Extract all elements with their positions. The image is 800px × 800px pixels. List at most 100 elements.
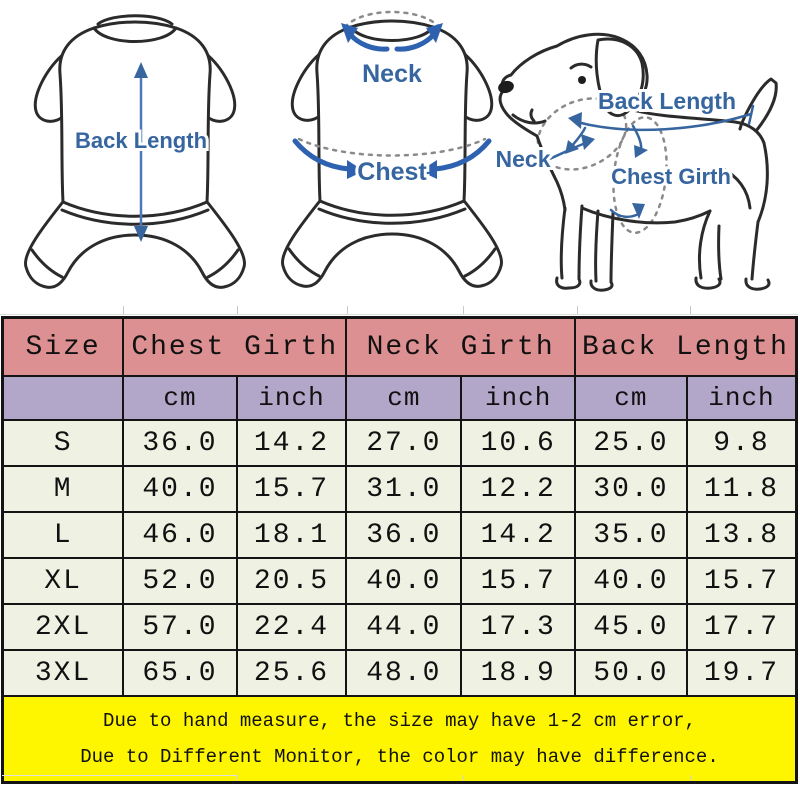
chest-girth-label: Chest Girth	[611, 164, 731, 189]
unit-cell: inch	[685, 375, 798, 421]
dog-front-leg-1	[559, 204, 584, 281]
table-row-s: S 36.0 14.2 27.0 10.6 25.0 9.8	[1, 419, 798, 467]
dog-eye	[578, 76, 586, 84]
neck-label: Neck	[496, 146, 551, 172]
size-cell: M	[1, 465, 125, 513]
dog-rear-paw-2	[744, 277, 771, 291]
value-cell: 17.3	[460, 603, 576, 651]
dog-rear-outer-leg	[750, 141, 769, 281]
dog-nose	[498, 80, 514, 94]
header-size: Size	[1, 316, 125, 377]
arrow-icon	[426, 23, 443, 43]
dog-back	[631, 108, 766, 145]
chest-measure: Chest	[292, 138, 492, 189]
value-cell: 48.0	[345, 649, 463, 697]
size-cell: 2XL	[1, 603, 125, 651]
garment-cuff-lines	[287, 247, 497, 278]
unit-cell: inch	[460, 375, 576, 421]
dog-front-paw-1	[555, 276, 582, 290]
chest-dotted-ellipse	[297, 137, 487, 157]
table-row-3xl: 3XL 65.0 25.6 48.0 18.9 50.0 19.7	[1, 649, 798, 697]
table-row-m: M 40.0 15.7 31.0 12.2 30.0 11.8	[1, 465, 798, 513]
value-cell: 35.0	[573, 511, 688, 559]
units-empty-cell	[1, 375, 125, 421]
measure-end-tick	[747, 104, 755, 126]
size-table: Size Chest Girth Neck Girth Back Length …	[1, 316, 798, 784]
grid-tick	[123, 306, 124, 314]
table-units-row: cm inch cm inch cm inch	[1, 375, 798, 421]
dog-mouth	[511, 108, 547, 125]
value-cell: 45.0	[573, 603, 688, 651]
value-cell: 57.0	[122, 603, 238, 651]
value-cell: 36.0	[122, 419, 238, 467]
garment-neckline	[92, 14, 178, 43]
header-neck-girth: Neck Girth	[345, 316, 576, 377]
arrow-down-icon	[134, 226, 148, 242]
table-row-l: L 46.0 18.1 36.0 14.2 35.0 13.8	[1, 511, 798, 559]
garment-outline	[24, 14, 246, 289]
chest-arrow-right	[432, 138, 492, 172]
size-cell: L	[1, 511, 125, 559]
value-cell: 14.2	[460, 511, 576, 559]
notes-cell: Due to hand measure, the size may have 1…	[1, 695, 798, 784]
value-cell: 18.9	[460, 649, 576, 697]
grid-tick	[463, 775, 464, 781]
note-line-2: Due to Different Monitor, the color may …	[80, 745, 719, 768]
dog-belly	[580, 206, 712, 225]
arrow-icon	[632, 203, 645, 219]
spreadsheet-gridline	[0, 306, 798, 315]
dog-side-view-diagram: Back Length Neck Chest Girth	[493, 32, 778, 292]
value-cell: 10.6	[460, 419, 576, 467]
dog-front-paw-2	[589, 279, 614, 292]
size-cell: 3XL	[1, 649, 125, 697]
garment-torso	[315, 19, 469, 217]
arrow-icon	[420, 160, 437, 179]
garment-front-view-diagram: Neck Chest	[281, 10, 503, 288]
spreadsheet-gridline	[2, 775, 238, 776]
value-cell: 22.4	[235, 603, 348, 651]
value-cell: 52.0	[122, 557, 238, 605]
arrow-icon	[568, 112, 582, 129]
value-cell: 46.0	[122, 511, 238, 559]
grid-tick	[690, 306, 691, 314]
value-cell: 31.0	[345, 465, 463, 513]
arrow-icon	[581, 134, 595, 150]
dog-head	[498, 32, 649, 138]
arrow-icon	[634, 145, 648, 158]
dog-tail	[738, 77, 778, 133]
table-row-xl: XL 52.0 20.5 40.0 15.7 40.0 15.7	[1, 557, 798, 605]
value-cell: 65.0	[122, 649, 238, 697]
dog-eyebrow	[569, 62, 593, 70]
value-cell: 44.0	[345, 603, 463, 651]
arrow-icon	[347, 160, 364, 179]
garment-waistband	[317, 207, 467, 225]
back-length-measure: Back Length	[72, 62, 210, 242]
value-cell: 25.6	[235, 649, 348, 697]
measure-line	[575, 112, 753, 132]
dog-outline	[498, 32, 778, 292]
value-cell: 25.0	[573, 419, 688, 467]
value-cell: 50.0	[573, 649, 688, 697]
unit-cell: cm	[122, 375, 238, 421]
measurement-diagrams: Back Length Neck	[0, 0, 800, 310]
grid-tick	[347, 306, 348, 314]
neck-arrow	[545, 142, 585, 162]
grid-tick	[237, 306, 238, 314]
value-cell: 20.5	[235, 557, 348, 605]
dog-ear	[594, 37, 645, 118]
value-cell: 40.0	[573, 557, 688, 605]
value-cell: 15.7	[460, 557, 576, 605]
header-chest-girth: Chest Girth	[122, 316, 348, 377]
value-cell: 14.2	[235, 419, 348, 467]
grid-tick	[690, 775, 691, 781]
neck-dotted-ellipse	[343, 10, 441, 29]
garment-waistband	[60, 208, 210, 226]
value-cell: 9.8	[685, 419, 798, 467]
dog-neck-front	[535, 134, 567, 212]
back-length-label: Back Length	[598, 88, 736, 114]
value-cell: 40.0	[122, 465, 238, 513]
value-cell: 40.0	[345, 557, 463, 605]
notes: Due to hand measure, the size may have 1…	[5, 698, 795, 781]
value-cell: 36.0	[345, 511, 463, 559]
back-length-measure: Back Length	[565, 85, 755, 154]
